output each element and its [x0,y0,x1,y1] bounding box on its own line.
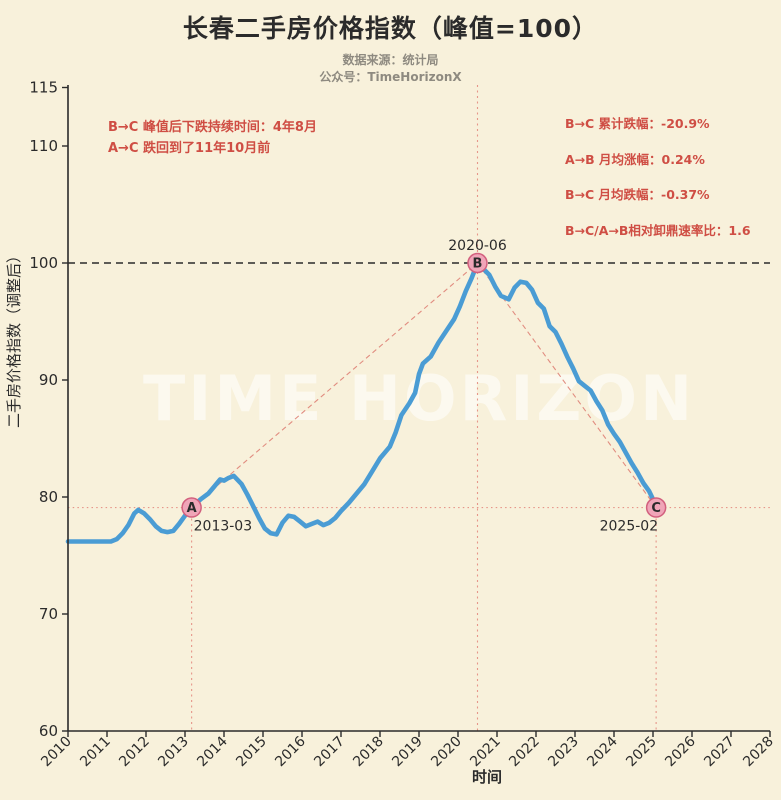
x-tick-label: 2023 [545,734,582,771]
x-tick-label: 2024 [584,733,621,770]
x-axis-title: 时间 [472,768,502,786]
marker-point-a [181,497,202,518]
data-source-subtitle: 数据来源：统计局 [342,53,439,67]
annotation-right-block: B→C 累计跌幅：-20.9% A→B 月均涨幅：0.24% B→C 月均跌幅：… [565,106,751,248]
trend-line-a-b [191,262,478,508]
annotation-fallback: A→C 跌回到了11年10月前 [108,141,271,156]
x-tick-label: 2027 [701,734,738,771]
y-tick-label: 80 [39,488,58,506]
marker-letter-c: C [651,501,661,516]
annotation-monthly-decline: B→C 月均跌幅：-0.37% [565,187,710,202]
x-tick-label: 2028 [740,734,777,771]
x-tick-label: 2026 [662,733,699,770]
x-tick-label: 2016 [272,733,309,770]
y-tick-label: 110 [29,137,58,155]
y-tick-label: 100 [29,254,58,272]
y-tick-label: 115 [29,79,58,97]
marker-point-b [467,252,488,274]
y-tick-label: 90 [39,371,58,389]
wechat-subtitle: 公众号：TimeHorizonX [319,70,462,84]
x-tick-label: 2015 [233,734,270,771]
date-label-a: 2013-03 [194,519,253,535]
x-tick-label: 2021 [467,734,504,771]
x-tick-label: 2020 [428,734,465,771]
marker-point-c [645,497,667,518]
x-tick-label: 2017 [311,734,348,771]
y-tick-label: 70 [39,605,58,623]
x-tick-label: 2011 [77,734,114,771]
x-tick-label: 2022 [506,734,543,771]
annotation-left-block: B→C 峰值后下跌持续时间：4年8月 A→C 跌回到了11年10月前 [108,117,317,159]
y-axis-title: 二手房价格指数（调整后） [5,248,23,428]
annotation-speed-ratio: B→C/A→B相对卸鼎速率比：1.6 [565,222,751,238]
annotation-total-decline: B→C 累计跌幅：-20.9% [565,116,710,131]
price-index-line [65,260,659,544]
date-label-b: 2020-06 [448,238,507,254]
x-tick-label: 2013 [155,734,192,771]
x-tick-label: 2012 [116,734,153,771]
x-tick-label: 2018 [350,734,387,771]
y-tick-label: 60 [39,722,58,740]
x-tick-label: 2025 [623,734,660,771]
x-tick-label: 2014 [194,733,231,770]
date-label-c: 2025-02 [600,519,659,535]
page-title: 长春二手房价格指数（峰值=100） [182,14,599,43]
annotation-duration: B→C 峰值后下跌持续时间：4年8月 [108,120,317,135]
marker-letter-b: B [473,257,483,272]
annotation-monthly-rise: A→B 月均涨幅：0.24% [565,151,705,167]
marker-letter-a: A [187,501,197,516]
x-tick-label: 2019 [389,734,426,771]
